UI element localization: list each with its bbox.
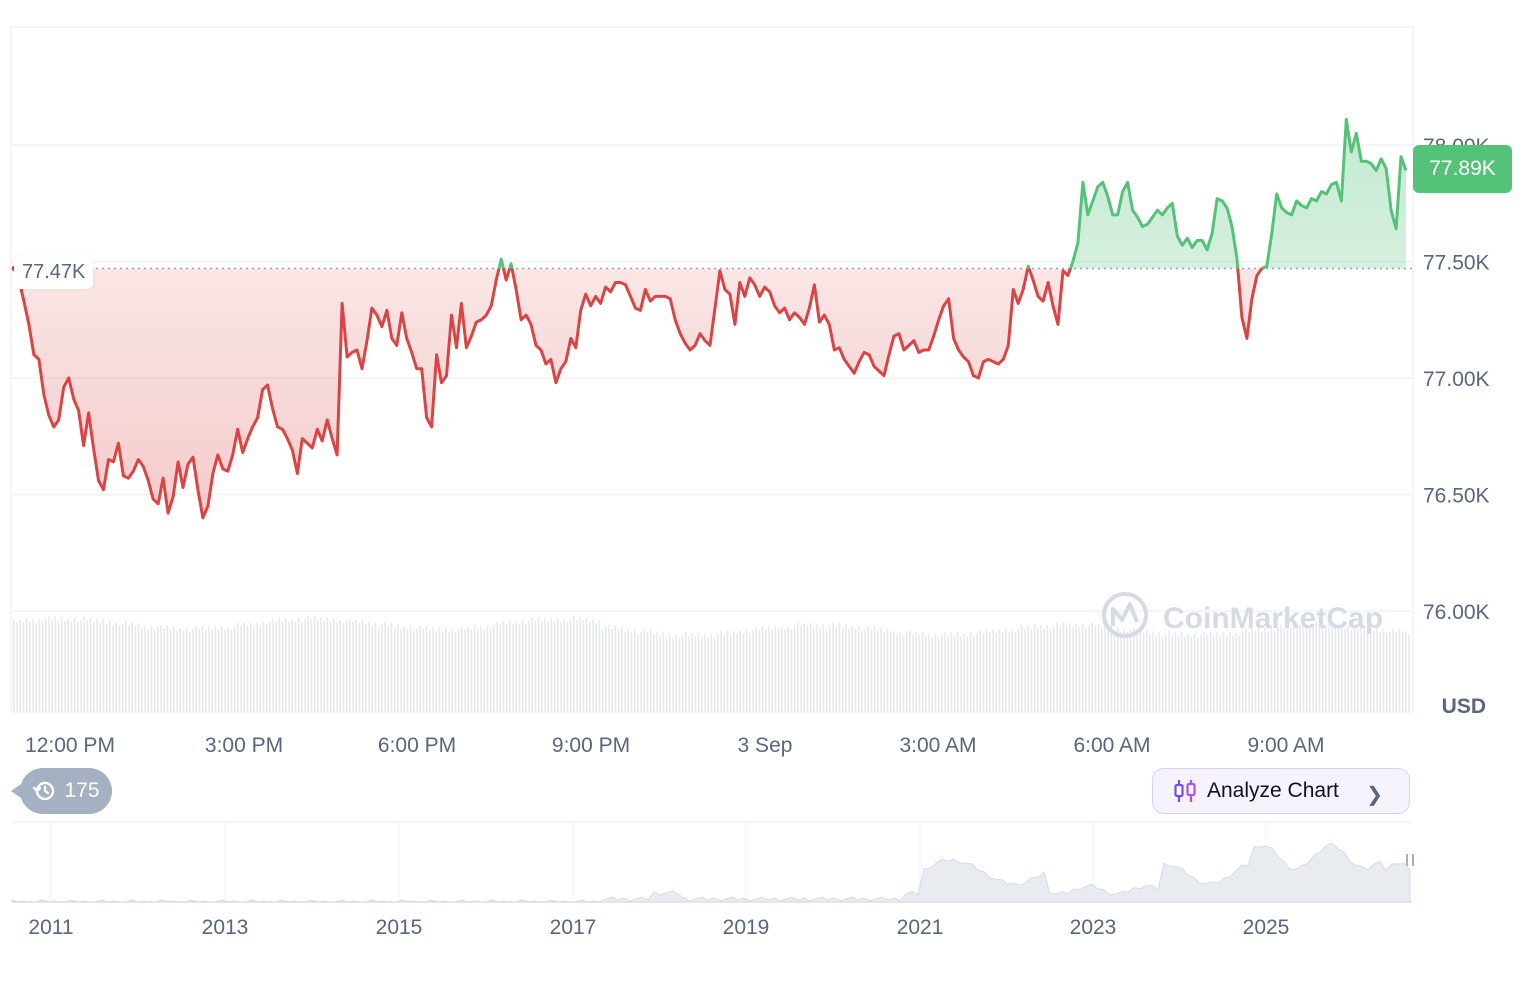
x-tick-label: 3:00 AM [899,734,976,757]
navigator-year-label: 2011 [28,916,73,939]
current-price-label: 77.89K [1413,145,1512,193]
reference-price-text: 77.47K [22,260,86,283]
x-tick-label: 6:00 PM [378,734,456,757]
candlestick-icon [1174,780,1196,802]
x-tick-label: 3 Sep [738,734,793,757]
x-tick-label: 6:00 AM [1073,734,1150,757]
price-line-up [14,117,1408,269]
analyze-chart-label: Analyze Chart [1207,779,1339,802]
watermark-text: CoinMarketCap [1163,602,1383,635]
y-tick-label: 76.50K [1423,485,1490,508]
analyze-chart-button[interactable]: Analyze Chart ❯ [1152,768,1410,814]
navigator-year-label: 2023 [1070,916,1117,939]
history-icon [33,781,55,801]
x-tick-label: 9:00 PM [552,734,630,757]
volume-bars [13,616,1410,712]
navigator-year-label: 2013 [202,916,249,939]
chevron-right-icon: ❯ [1366,784,1383,806]
current-price-text: 77.89K [1429,157,1496,180]
x-tick-label: 3:00 PM [205,734,283,757]
navigator-handle[interactable] [1406,854,1414,866]
reference-price-label: 77.47K [14,255,94,289]
x-tick-label: 12:00 PM [25,734,115,757]
y-tick-label: 76.00K [1423,601,1490,624]
area-fill-down [14,268,1406,518]
navigator-year-label: 2015 [376,916,423,939]
coinmarketcap-logo [1102,592,1148,638]
navigator-year-label: 2021 [897,916,944,939]
history-count: 175 [64,779,100,802]
navigator-year-label: 2025 [1243,916,1290,939]
history-button[interactable]: 175 [11,768,112,814]
y-tick-label: 77.00K [1423,368,1490,391]
navigator-area [11,842,1411,903]
price-line-down [12,268,1266,520]
navigator-year-label: 2019 [723,916,770,939]
y-tick-label: 77.50K [1423,252,1490,275]
navigator-year-label: 2017 [550,916,597,939]
y-unit-label: USD [1442,695,1486,718]
area-fill-up [14,119,1406,269]
x-tick-label: 9:00 AM [1247,734,1324,757]
